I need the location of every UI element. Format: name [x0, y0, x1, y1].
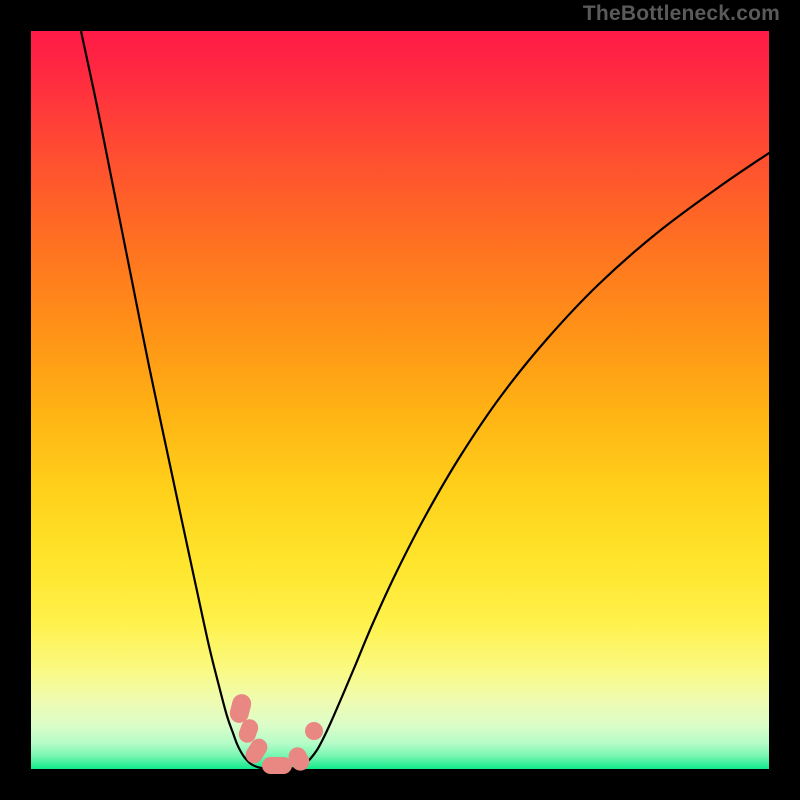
- data-marker: [305, 722, 323, 740]
- plot-area: [31, 31, 769, 769]
- marker-layer: [31, 31, 769, 769]
- data-marker: [262, 757, 292, 774]
- watermark-text: TheBottleneck.com: [583, 2, 780, 26]
- chart-frame: TheBottleneck.com: [0, 0, 800, 800]
